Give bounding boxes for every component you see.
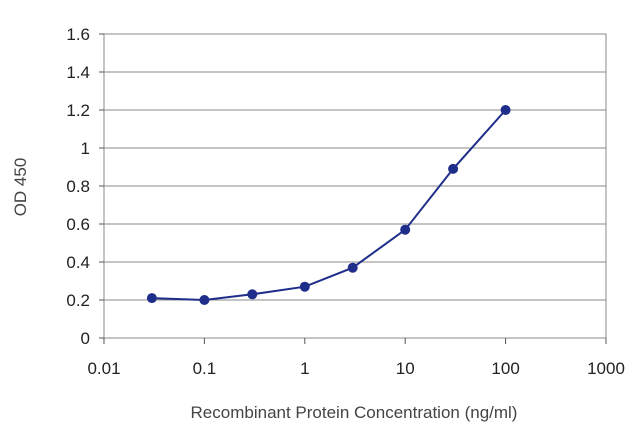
y-tick-label: 0.4 — [66, 253, 90, 272]
y-tick-label: 0.8 — [66, 177, 90, 196]
x-axis-ticks: 0.01 0.1 1 10 100 1000 — [87, 338, 625, 378]
data-point — [448, 163, 459, 174]
x-tick-label: 10 — [396, 359, 415, 378]
data-point — [299, 281, 310, 292]
data-point — [347, 262, 358, 273]
data-point — [199, 295, 210, 305]
x-tick-label: 0.01 — [87, 359, 120, 378]
x-tick-label: 0.1 — [193, 359, 217, 378]
data-point — [247, 289, 258, 300]
y-tick-label: 0.6 — [66, 215, 90, 234]
data-point — [146, 293, 157, 304]
y-tick-label: 1.2 — [66, 101, 90, 120]
x-axis-label: Recombinant Protein Concentration (ng/ml… — [191, 403, 518, 422]
series-line — [151, 109, 507, 302]
data-point — [400, 224, 411, 235]
series-layer — [146, 105, 511, 305]
y-tick-label: 0 — [81, 329, 90, 348]
y-tick-label: 1 — [81, 139, 90, 158]
x-tick-label: 100 — [491, 359, 519, 378]
y-axis-ticks: 0 0.2 0.4 0.6 0.8 1 1.2 1.4 1.6 — [66, 25, 104, 348]
y-tick-label: 0.2 — [66, 291, 90, 310]
gridlines — [104, 71, 606, 301]
x-tick-label: 1000 — [587, 359, 625, 378]
x-tick-label: 1 — [300, 359, 309, 378]
y-tick-label: 1.6 — [66, 25, 90, 44]
y-axis-label: OD 450 — [11, 158, 30, 217]
data-point — [500, 105, 511, 115]
y-tick-label: 1.4 — [66, 63, 90, 82]
